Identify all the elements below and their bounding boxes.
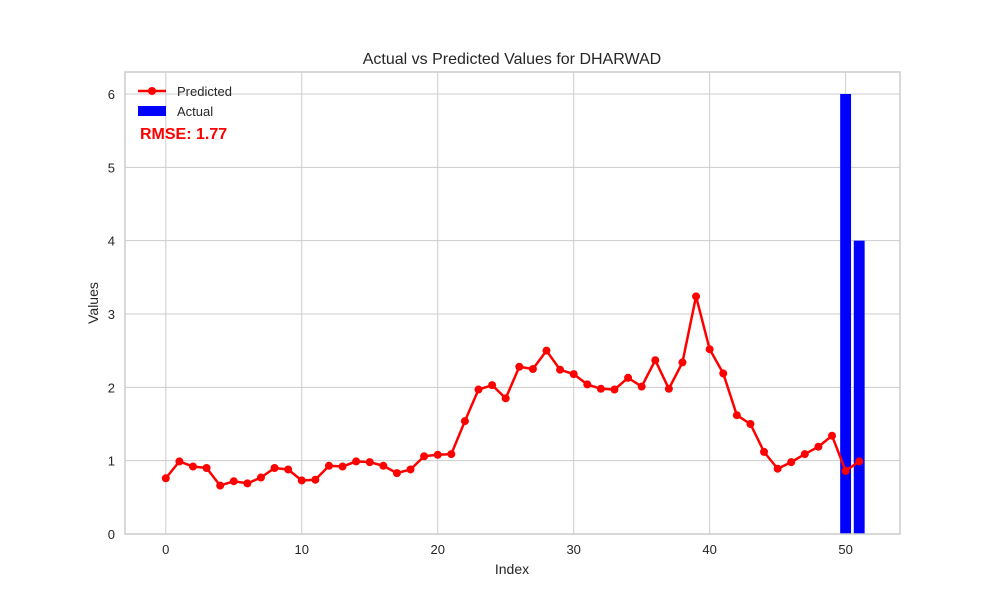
actual-bar bbox=[840, 94, 852, 534]
x-tick-label: 30 bbox=[566, 542, 580, 557]
predicted-point bbox=[297, 476, 306, 485]
predicted-point bbox=[420, 452, 429, 461]
predicted-point bbox=[216, 481, 225, 490]
x-axis-label: Index bbox=[495, 561, 529, 577]
y-tick-label: 3 bbox=[108, 307, 115, 322]
predicted-point bbox=[637, 382, 646, 391]
predicted-point bbox=[569, 370, 578, 379]
predicted-point bbox=[732, 411, 741, 420]
y-tick-label: 5 bbox=[108, 160, 115, 175]
predicted-point bbox=[365, 458, 374, 467]
x-tick-label: 20 bbox=[430, 542, 444, 557]
predicted-point bbox=[800, 450, 809, 459]
predicted-point bbox=[256, 473, 265, 482]
legend-actual-label: Actual bbox=[177, 104, 213, 119]
predicted-point bbox=[474, 385, 483, 394]
y-tick-label: 0 bbox=[108, 527, 115, 542]
actual-bar bbox=[853, 240, 865, 534]
plot-area: 0 10 20 30 40 50 0 1 2 3 4 5 6 bbox=[108, 71, 901, 557]
predicted-point bbox=[202, 464, 211, 472]
predicted-point bbox=[705, 345, 714, 354]
predicted-point bbox=[678, 358, 687, 367]
predicted-point bbox=[814, 442, 823, 451]
predicted-point bbox=[392, 469, 401, 478]
predicted-point bbox=[760, 447, 769, 456]
predicted-point bbox=[433, 450, 442, 459]
predicted-point bbox=[243, 479, 252, 488]
predicted-point bbox=[664, 384, 673, 393]
predicted-point bbox=[651, 356, 660, 365]
predicted-point bbox=[324, 461, 333, 470]
predicted-point bbox=[406, 465, 415, 474]
predicted-point bbox=[284, 465, 293, 474]
legend-predicted-marker bbox=[148, 87, 156, 95]
predicted-point bbox=[596, 384, 605, 393]
predicted-point bbox=[447, 450, 456, 459]
predicted-point bbox=[460, 417, 469, 426]
predicted-point bbox=[352, 457, 361, 466]
predicted-point bbox=[719, 369, 728, 378]
chart-title: Actual vs Predicted Values for DHARWAD bbox=[363, 51, 661, 68]
predicted-point bbox=[528, 365, 537, 373]
y-tick-label: 2 bbox=[108, 380, 115, 395]
predicted-point bbox=[773, 464, 782, 473]
y-axis-label: Values bbox=[85, 282, 101, 324]
predicted-point bbox=[542, 346, 551, 355]
predicted-point bbox=[515, 362, 524, 371]
predicted-point bbox=[610, 385, 619, 394]
predicted-line bbox=[164, 295, 860, 487]
predicted-point bbox=[338, 462, 347, 471]
predicted-point bbox=[692, 292, 701, 301]
x-tick-label: 40 bbox=[702, 542, 716, 557]
legend-predicted-label: Predicted bbox=[177, 84, 232, 99]
predicted-point bbox=[787, 458, 796, 467]
predicted-point bbox=[379, 461, 388, 470]
predicted-point bbox=[161, 474, 170, 483]
predicted-point bbox=[501, 394, 510, 403]
x-tick-label: 10 bbox=[295, 542, 309, 557]
predicted-point bbox=[188, 462, 197, 471]
predicted-point bbox=[175, 457, 184, 466]
y-tick-label: 6 bbox=[108, 87, 115, 102]
legend: Predicted Actual bbox=[138, 84, 232, 119]
predicted-point bbox=[488, 381, 497, 390]
legend-actual-swatch bbox=[138, 106, 166, 116]
predicted-point bbox=[841, 466, 850, 475]
x-tick-label: 0 bbox=[162, 542, 169, 557]
plot-frame bbox=[124, 71, 901, 535]
predicted-point bbox=[746, 420, 755, 428]
predicted-point bbox=[828, 431, 837, 440]
predicted-point bbox=[855, 457, 864, 466]
x-tick-label: 50 bbox=[838, 542, 852, 557]
rmse-annotation: RMSE: 1.77 bbox=[140, 126, 227, 143]
plot-background bbox=[125, 72, 900, 534]
predicted-point bbox=[583, 380, 592, 389]
predicted-point bbox=[270, 464, 279, 472]
predicted-point bbox=[229, 477, 238, 486]
predicted-point bbox=[311, 475, 320, 484]
predicted-point bbox=[624, 373, 633, 382]
y-tick-label: 4 bbox=[108, 234, 115, 249]
predicted-point bbox=[556, 365, 565, 374]
y-tick-label: 1 bbox=[108, 454, 115, 469]
